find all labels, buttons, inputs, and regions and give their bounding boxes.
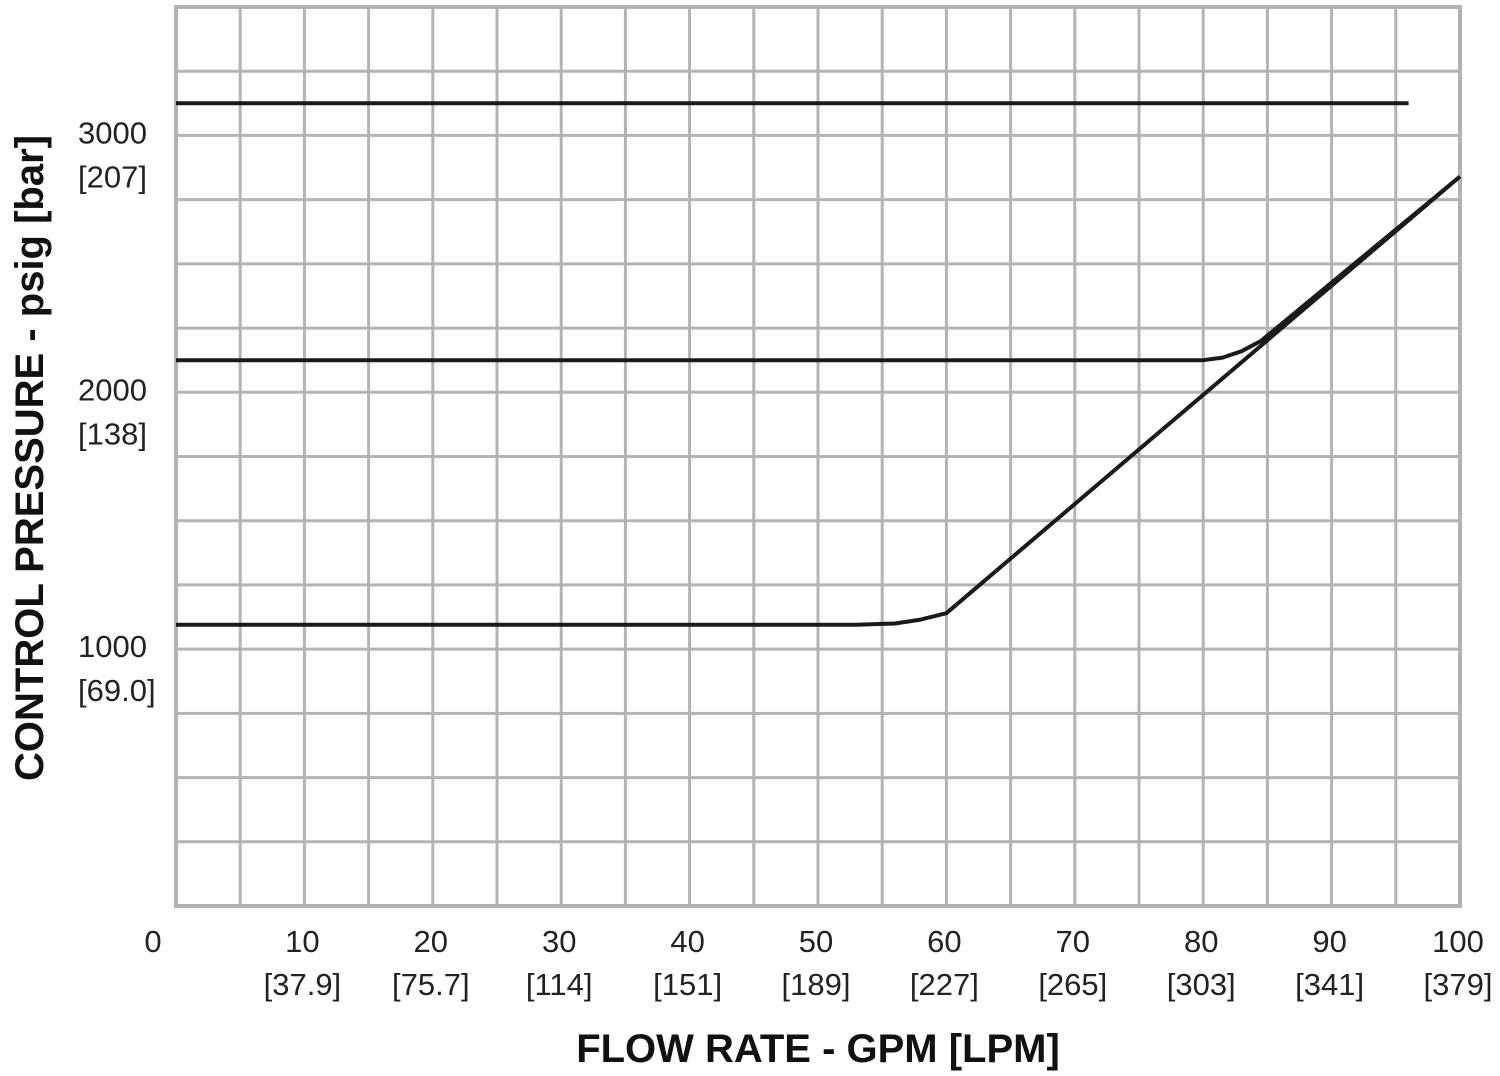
x-tick-label: 70 [1056,924,1090,959]
series-line-2 [176,174,1462,363]
x-tick-label: 10 [285,924,319,959]
x-tick-sublabel: [37.9] [264,967,342,1002]
x-tick-label: 30 [542,924,576,959]
y-tick-label: 2000 [78,372,147,407]
y-axis-title: CONTROL PRESSURE - psig [bar] [8,135,52,781]
y-tick-label: 3000 [78,115,147,150]
x-tick-sublabel: [227] [910,967,979,1002]
x-tick-label: 0 [144,924,161,959]
y-tick-label: 1000 [78,629,147,664]
grid [176,7,1460,906]
x-tick-sublabel: [379] [1424,967,1493,1002]
x-tick-label: 50 [799,924,833,959]
y-tick-sublabel: [207] [78,159,147,194]
x-tick-sublabel: [114] [526,967,593,1002]
x-axis-title: FLOW RATE - GPM [LPM] [576,1027,1060,1071]
x-tick-sublabel: [151] [653,967,722,1002]
y-tick-sublabel: [69.0] [78,673,156,708]
x-tick-label: 100 [1432,924,1484,959]
x-tick-labels: 0 10 [37.9] 20 [75.7] 30 [114] 40 [151] 50 [189] 60… [144,924,1492,1002]
x-tick-sublabel: [303] [1167,967,1236,1002]
x-tick-sublabel: [265] [1038,967,1107,1002]
x-tick-label: 60 [927,924,961,959]
x-tick-label: 20 [414,924,448,959]
x-tick-label: 80 [1184,924,1218,959]
series-line-3 [176,174,1462,627]
series-group [176,101,1462,627]
x-tick-sublabel: [189] [782,967,851,1002]
x-tick-sublabel: [75.7] [392,967,470,1002]
x-tick-sublabel: [341] [1295,967,1364,1002]
x-tick-label: 90 [1312,924,1346,959]
plot-frame [174,5,1462,908]
x-tick-label: 40 [670,924,704,959]
y-tick-labels: 1000 [69.0] 2000 [138] 3000 [207] [78,115,156,708]
y-tick-sublabel: [138] [78,416,147,451]
